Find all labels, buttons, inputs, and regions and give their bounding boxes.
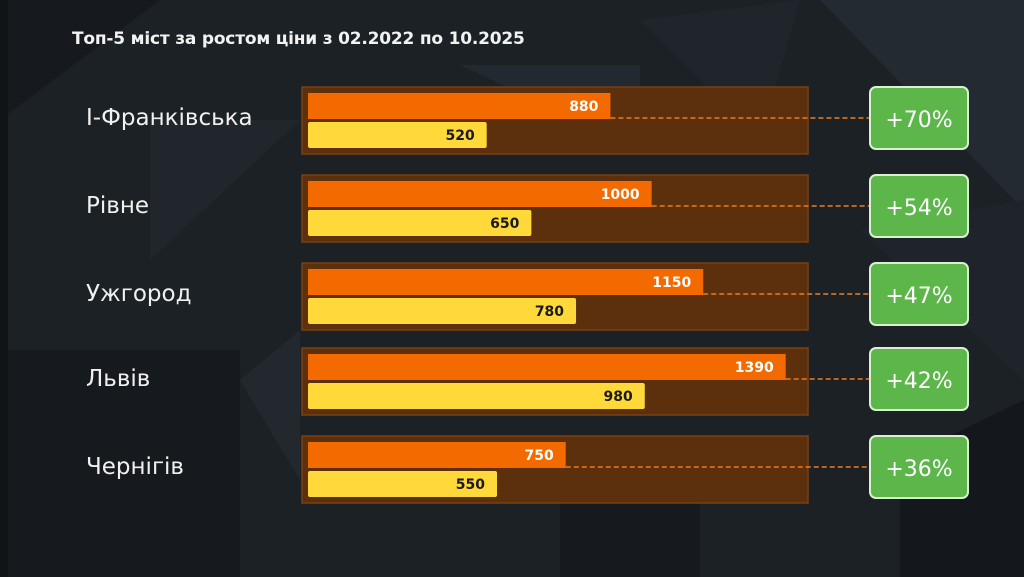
bar-value-label: 880 (569, 99, 598, 115)
bar-2022 (308, 122, 487, 148)
bar-value-label: 550 (456, 477, 485, 493)
bar-2022 (308, 210, 532, 236)
growth-label: +36% (885, 457, 952, 482)
bar-value-label: 1000 (601, 187, 640, 203)
bar-2025 (308, 269, 704, 295)
category-label: Рівне (86, 193, 149, 219)
bar-value-label: 780 (535, 304, 564, 320)
category-label: Чернігів (86, 454, 184, 480)
bar-value-label: 980 (604, 389, 633, 405)
bar-value-label: 520 (445, 128, 474, 144)
bar-2022 (308, 471, 498, 497)
bar-2025 (308, 442, 566, 468)
growth-label: +70% (885, 108, 952, 133)
bar-value-label: 750 (525, 448, 554, 464)
bar-2022 (308, 383, 645, 409)
bar-2025 (308, 354, 786, 380)
growth-label: +47% (885, 284, 952, 309)
bar-value-label: 1150 (652, 275, 691, 291)
bar-2022 (308, 298, 577, 324)
bar-value-label: 1390 (735, 360, 774, 376)
growth-badge (869, 262, 969, 326)
category-label: І-Франківська (86, 105, 253, 131)
growth-label: +54% (885, 196, 952, 221)
growth-label: +42% (885, 369, 952, 394)
category-label: Львів (86, 366, 150, 392)
growth-badge (869, 86, 969, 150)
bar-2025 (308, 181, 652, 207)
category-label: Ужгород (86, 281, 191, 307)
growth-badge (869, 435, 969, 499)
bar-value-label: 650 (490, 216, 519, 232)
chart-title: Топ-5 міст за ростом ціни з 02.2022 по 1… (72, 29, 525, 49)
growth-badge (869, 347, 969, 411)
bar-2025 (308, 93, 611, 119)
growth-badge (869, 174, 969, 238)
